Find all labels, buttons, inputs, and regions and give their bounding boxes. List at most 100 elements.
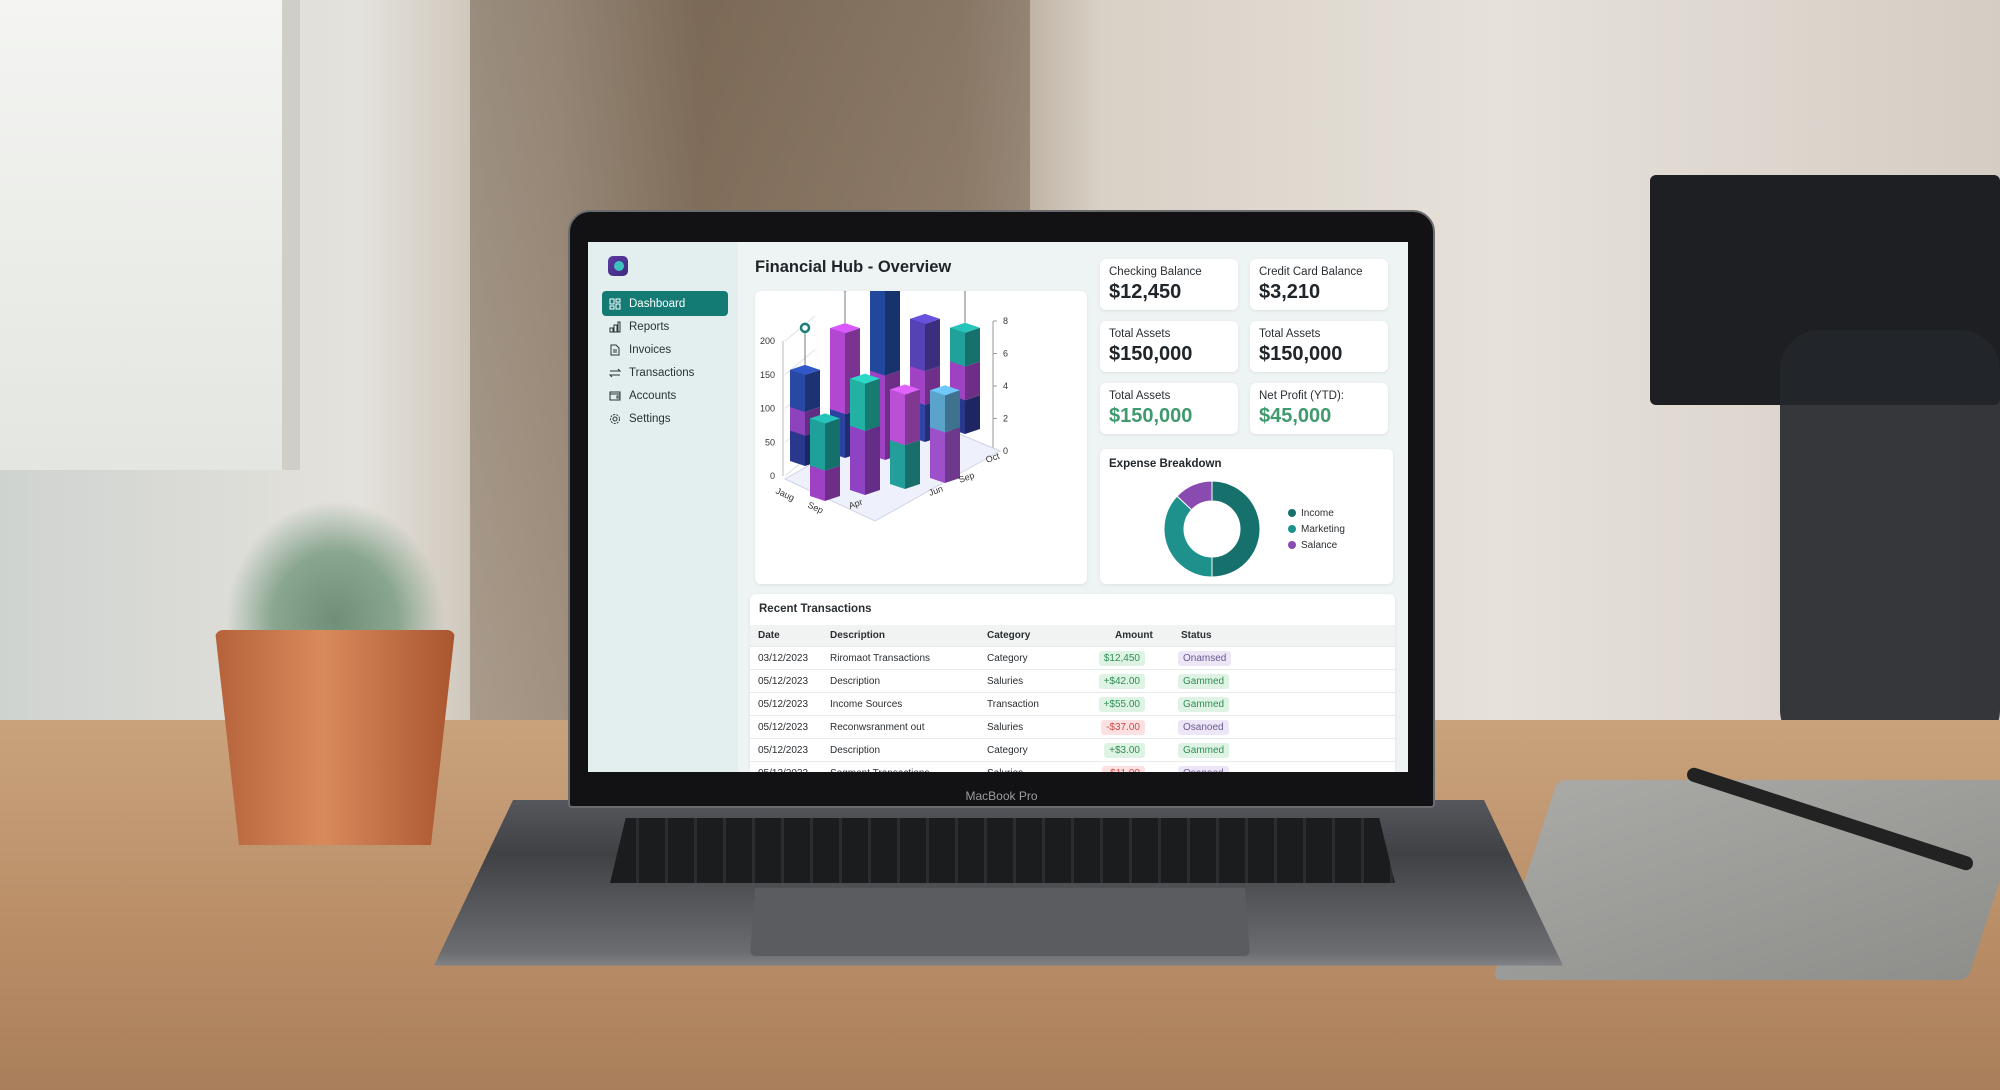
- sidebar-item-reports[interactable]: Reports: [602, 314, 728, 339]
- col-amount[interactable]: Amount: [1115, 630, 1153, 641]
- donut-slice-income[interactable]: [1211, 480, 1261, 578]
- bar-segment-side: [905, 389, 920, 446]
- stat-value: $150,000: [1109, 405, 1193, 427]
- y2-tick-label: 8: [1003, 316, 1008, 326]
- stat-value: $150,000: [1259, 343, 1343, 365]
- amount-badge: +$3.00: [1104, 743, 1145, 758]
- stat-value: $3,210: [1259, 281, 1321, 303]
- y-tick-label: 50: [765, 437, 775, 447]
- legend-label: Marketing: [1301, 523, 1345, 535]
- stat-label: Credit Card Balance: [1259, 266, 1363, 278]
- laptop-trackpad: [750, 888, 1250, 956]
- bar-segment-front: [890, 440, 905, 489]
- bar-segment-side: [945, 390, 960, 433]
- document-icon: [610, 344, 620, 355]
- background-chair: [1780, 330, 2000, 750]
- wallet-icon: [609, 391, 621, 400]
- bar-segment-side: [825, 465, 840, 501]
- stat-label: Checking Balance: [1109, 266, 1202, 278]
- bar-segment-side: [965, 361, 980, 401]
- col-status[interactable]: Status: [1181, 630, 1212, 641]
- swap-arrows-icon: [609, 368, 621, 377]
- bar-segment-side: [805, 369, 820, 412]
- bar-top: [890, 384, 920, 395]
- table-row[interactable]: 05/12/2023 Segment Transactions Saluries -$…: [750, 761, 1395, 772]
- table-row[interactable]: 05/12/2023 Description Saluries +$42.00 Gamm…: [750, 669, 1395, 692]
- amount-badge: +$42.00: [1098, 674, 1145, 689]
- sidebar-item-transactions[interactable]: Transactions: [602, 360, 728, 385]
- amount-badge: -$37.00: [1101, 720, 1145, 735]
- stat-value: $150,000: [1109, 343, 1193, 365]
- laptop-screen: Dashboard Reports Invoices Transactions Acco…: [588, 242, 1408, 772]
- bar-segment-front: [930, 427, 945, 483]
- cell-date: 05/12/2023: [758, 768, 808, 772]
- sidebar-item-settings[interactable]: Settings: [602, 406, 728, 431]
- col-date[interactable]: Date: [758, 630, 780, 641]
- bar-segment-side: [865, 425, 880, 495]
- bar-segment-side: [825, 418, 840, 471]
- sidebar-item-label: Dashboard: [629, 297, 686, 310]
- status-badge: Osanoed: [1178, 766, 1229, 772]
- sidebar-item-label: Transactions: [629, 366, 695, 379]
- stat-value: $12,450: [1109, 281, 1182, 303]
- cell-category: Category: [987, 653, 1028, 664]
- sidebar-item-label: Invoices: [629, 343, 672, 356]
- table-row[interactable]: 05/12/2023 Description Category +$3.00 Gamme…: [750, 738, 1395, 761]
- bar-segment-front: [790, 430, 805, 466]
- bar-top: [910, 313, 940, 324]
- bar-segment-side: [925, 318, 940, 372]
- donut-chart: [1163, 480, 1261, 578]
- legend-swatch: [1288, 509, 1296, 517]
- amount-badge: $12,450: [1098, 651, 1145, 666]
- bar-top: [930, 385, 960, 396]
- status-badge: Onamsed: [1178, 651, 1232, 666]
- cell-description: Reconwsranment out: [830, 722, 925, 733]
- stat-label: Total Assets: [1259, 328, 1321, 340]
- bar-top: [830, 323, 860, 334]
- bar-segment-front: [910, 318, 925, 372]
- bar-segment-front: [790, 369, 805, 412]
- table-row[interactable]: 05/12/2023 Income Sources Transaction +$55.…: [750, 692, 1395, 715]
- status-badge: Gammed: [1178, 697, 1230, 712]
- sidebar-item-invoices[interactable]: Invoices: [602, 337, 728, 362]
- cell-description: Description: [830, 676, 881, 687]
- dashboard-grid-icon: [609, 298, 621, 309]
- sidebar-item-label: Reports: [629, 320, 670, 333]
- cell-date: 05/12/2023: [758, 699, 809, 710]
- stat-label: Total Assets: [1109, 390, 1171, 402]
- recent-transactions-card: Recent Transactions Date Description Cat…: [750, 594, 1395, 772]
- bar-segment-side: [905, 440, 920, 489]
- y-tick-label: 200: [760, 336, 775, 346]
- stat-label: Net Profit (YTD):: [1259, 390, 1344, 402]
- bar-segment-front: [810, 418, 825, 471]
- amount-badge: +$55.00: [1098, 697, 1145, 712]
- sidebar: Dashboard Reports Invoices Transactions Acco…: [588, 242, 738, 772]
- y2-tick-label: 0: [1003, 446, 1008, 456]
- laptop-brand-label: MacBook Pro: [965, 789, 1038, 803]
- donut-slice-salance[interactable]: [1176, 480, 1213, 511]
- stat-card: Total Assets $150,000: [1250, 321, 1388, 372]
- stat-card: Net Profit (YTD): $45,000: [1250, 383, 1388, 434]
- y-tick-label: 150: [760, 370, 775, 380]
- bar-segment-side: [965, 327, 980, 367]
- app-logo[interactable]: [608, 256, 628, 276]
- y2-tick-label: 2: [1003, 414, 1008, 424]
- bar-chart-card: 0 50 100 150 200 0 2 4 6 8 Jaug Sep Apr Jun Sep Oct: [755, 274, 1087, 584]
- cell-description: Riromaot Transactions: [830, 653, 931, 664]
- bar-segment-front: [870, 279, 885, 376]
- col-description[interactable]: Description: [830, 630, 886, 641]
- cell-category: Saluries: [987, 676, 1024, 687]
- sidebar-item-dashboard[interactable]: Dashboard: [602, 291, 728, 316]
- legend-swatch: [1288, 525, 1296, 533]
- bar-segment-front: [810, 465, 825, 501]
- donut-slice-marketing[interactable]: [1163, 495, 1213, 578]
- table-row[interactable]: 05/12/2023 Reconwsranment out Saluries -$37…: [750, 715, 1395, 738]
- bar-segment-front: [890, 389, 905, 446]
- col-category[interactable]: Category: [987, 630, 1031, 641]
- bar-segment-front: [950, 327, 965, 367]
- table-row[interactable]: 03/12/2023 Riromaot Transactions Category $…: [750, 646, 1395, 669]
- bar-top: [850, 373, 880, 384]
- stat-card: Total Assets $150,000: [1100, 383, 1238, 434]
- sidebar-item-accounts[interactable]: Accounts: [602, 383, 728, 408]
- bar-segment-side: [965, 395, 980, 434]
